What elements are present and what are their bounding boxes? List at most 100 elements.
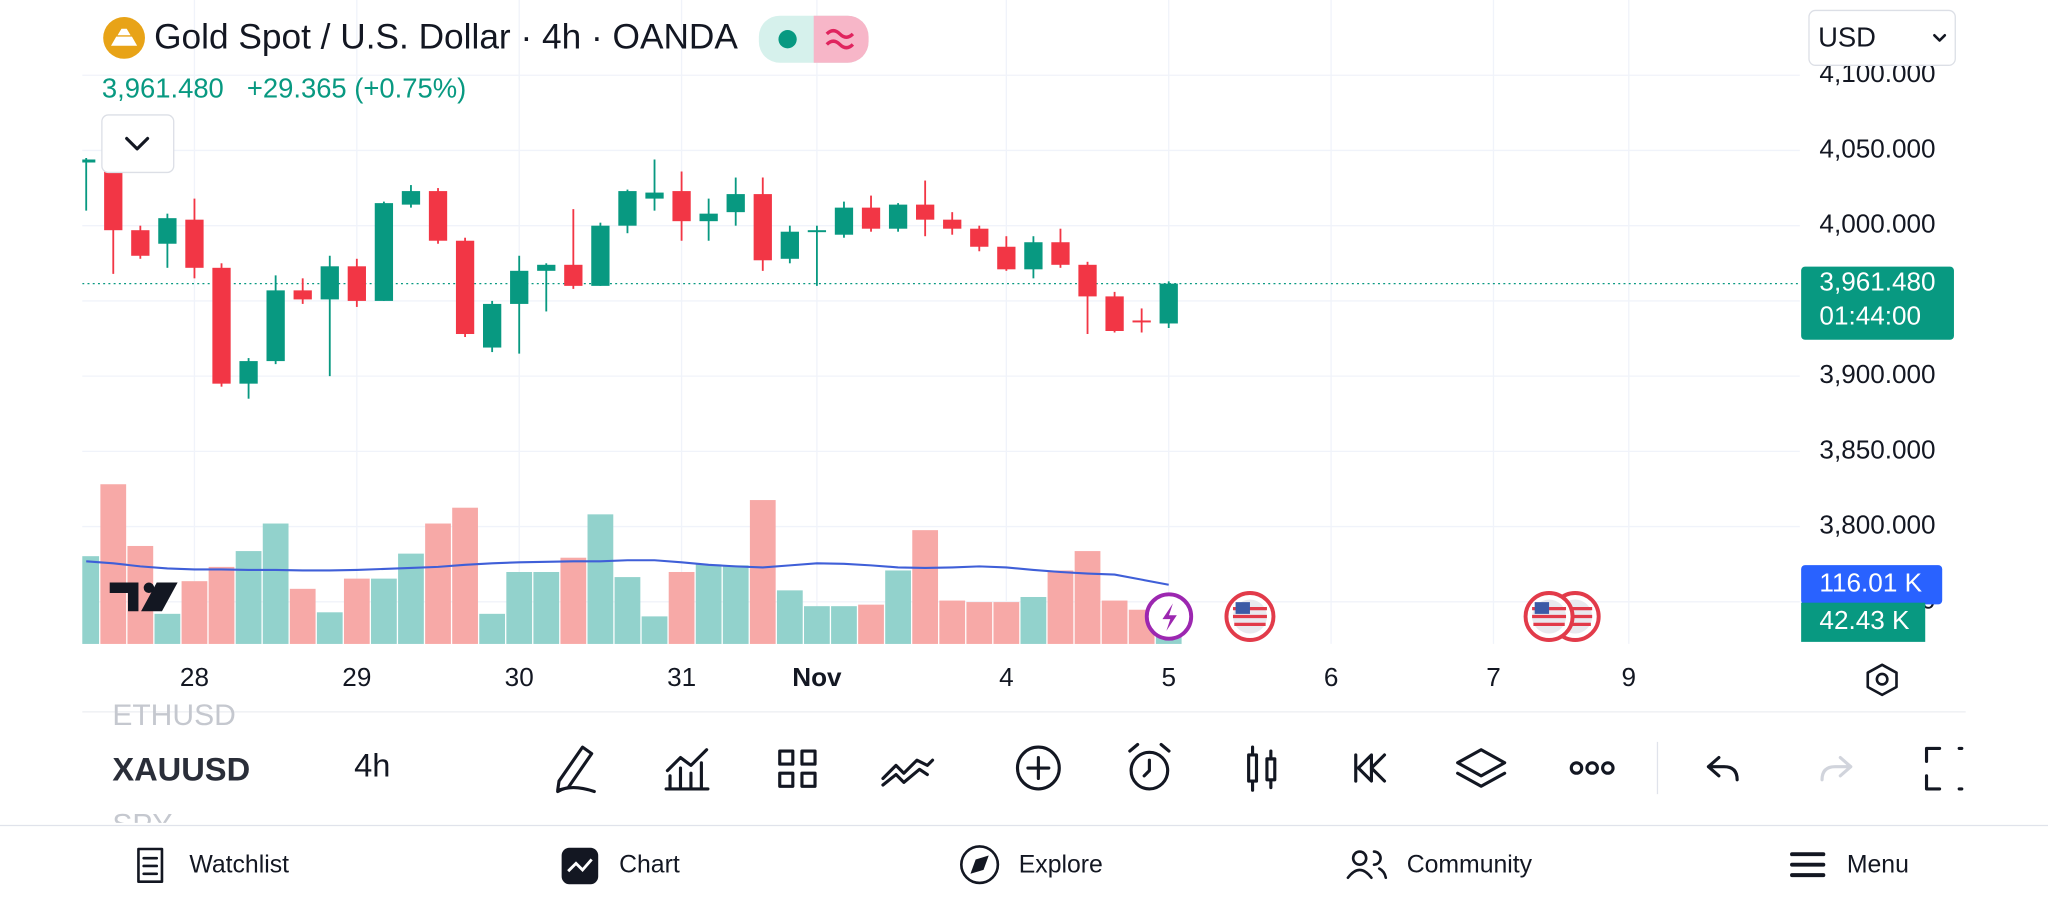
candle-body: [1078, 264, 1097, 297]
x-tick-label: 4: [999, 662, 1014, 692]
nav-item[interactable]: Explore: [1019, 852, 1103, 879]
candle-body: [916, 204, 935, 220]
volume-bar: [885, 570, 911, 644]
candle-body: [888, 204, 908, 229]
candle-body: [834, 207, 854, 235]
event-marker[interactable]: [1523, 591, 1575, 642]
plot: [82, 156, 1800, 644]
settings-icon[interactable]: [1866, 663, 1898, 697]
delay-badge: [813, 15, 869, 63]
event-marker[interactable]: [1224, 591, 1276, 642]
candle-body: [320, 266, 339, 300]
candle-body: [158, 218, 177, 244]
volume-bar: [208, 566, 235, 644]
volume-bar: [452, 507, 478, 644]
volume-bar: [804, 606, 830, 644]
redo-tool[interactable]: [1820, 755, 1853, 782]
dropdown-icon: [1933, 33, 1947, 42]
y-tick-label: 3,900.000: [1819, 359, 1935, 389]
symbol-item[interactable]: SPY: [112, 809, 172, 842]
candle-body: [455, 240, 475, 335]
y-tick-label: 4,000.000: [1819, 209, 1935, 239]
axis-tags: 3,961.480 01:44:00 116.01 K 42.43 K: [1801, 267, 1954, 642]
price-tag-label: 3,961.480: [1819, 267, 1935, 297]
watchlist-icon: [137, 847, 164, 883]
undo-tool[interactable]: [1706, 755, 1739, 782]
compare-tool[interactable]: [881, 758, 935, 787]
x-tick-label: 9: [1622, 662, 1637, 692]
price-change: +29.365 (+0.75%): [247, 72, 466, 103]
candle-body: [753, 194, 772, 261]
candle-body: [1024, 242, 1043, 270]
symbol-title[interactable]: Gold Spot / U.S. Dollar · 4h · OANDA: [154, 18, 738, 57]
candle-body: [997, 246, 1016, 270]
nav-item[interactable]: Menu: [1847, 852, 1909, 879]
volume-bar: [722, 565, 749, 644]
candle-body: [1159, 283, 1178, 324]
volume-ma-tag-label: 116.01 K: [1819, 568, 1922, 598]
x-tick-label: 30: [505, 662, 534, 692]
layout-tool[interactable]: [778, 749, 817, 788]
more-dot[interactable]: [1569, 761, 1584, 775]
nav-item[interactable]: Community: [1407, 852, 1533, 879]
volume-bar: [235, 551, 262, 644]
indicators-tool[interactable]: [664, 748, 710, 791]
volume-bar: [1020, 596, 1047, 644]
countdown-label: 01:44:00: [1819, 301, 1921, 331]
layers-tool[interactable]: [1456, 748, 1507, 788]
candle-body: [970, 228, 989, 247]
flag-canton: [1534, 602, 1550, 614]
candle-body: [537, 264, 556, 271]
candle-body: [239, 361, 258, 384]
volume-bar: [858, 604, 884, 644]
add-tool[interactable]: [1015, 745, 1061, 791]
candle-body: [483, 303, 502, 348]
candle-body: [780, 231, 799, 259]
candle-body: [699, 213, 718, 222]
volume-bar: [912, 530, 939, 644]
volume-bar: [479, 613, 506, 644]
draw-tool[interactable]: [556, 745, 596, 794]
volume-bar: [371, 578, 397, 644]
replay-tool[interactable]: [1354, 753, 1387, 783]
alert-tool[interactable]: [1129, 750, 1170, 791]
nav-item[interactable]: Chart: [619, 852, 680, 879]
volume-bar: [316, 612, 343, 644]
add-tool-plus: [1026, 755, 1051, 781]
logo-bars: [111, 28, 138, 46]
bottom-nav: Watchlist Chart Explore Community Menu: [137, 845, 1909, 885]
volume-bar: [343, 578, 370, 644]
volume-bar: [1101, 600, 1128, 644]
volume-ma-line: [86, 559, 1169, 586]
chart-type-tool[interactable]: [1247, 745, 1277, 792]
candle-body: [82, 159, 96, 163]
x-tick-label: 31: [667, 662, 696, 692]
candle-body: [591, 225, 610, 286]
alert-tool-hands: [1128, 742, 1171, 778]
flag-canton: [1235, 602, 1250, 614]
candle-body: [618, 191, 637, 226]
volume-bar: [614, 577, 641, 644]
candle-body: [185, 219, 204, 268]
volume-tag-label: 42.43 K: [1819, 605, 1910, 635]
interval[interactable]: 4h: [354, 747, 390, 784]
currency-select[interactable]: [1808, 9, 1956, 66]
candle-body: [1051, 242, 1070, 265]
volume-bar: [533, 571, 560, 644]
candle-body: [374, 203, 394, 301]
currency-label: USD: [1818, 21, 1876, 52]
candle-body: [428, 191, 448, 241]
symbol-item-selected[interactable]: XAUUSD: [112, 751, 250, 788]
y-tick-label: 3,850.000: [1819, 434, 1935, 464]
fullscreen-tool[interactable]: [1924, 746, 1964, 791]
collapse-button[interactable]: [101, 114, 175, 174]
nav-item[interactable]: Watchlist: [189, 852, 289, 879]
volume-bar: [749, 500, 776, 644]
candle-body: [943, 219, 962, 229]
x-tick-label: 29: [342, 662, 371, 692]
volume-bar: [154, 613, 181, 644]
compass-needle: [970, 855, 989, 874]
chevron-icon: [125, 136, 150, 151]
symbol-item[interactable]: ETHUSD: [112, 699, 235, 732]
